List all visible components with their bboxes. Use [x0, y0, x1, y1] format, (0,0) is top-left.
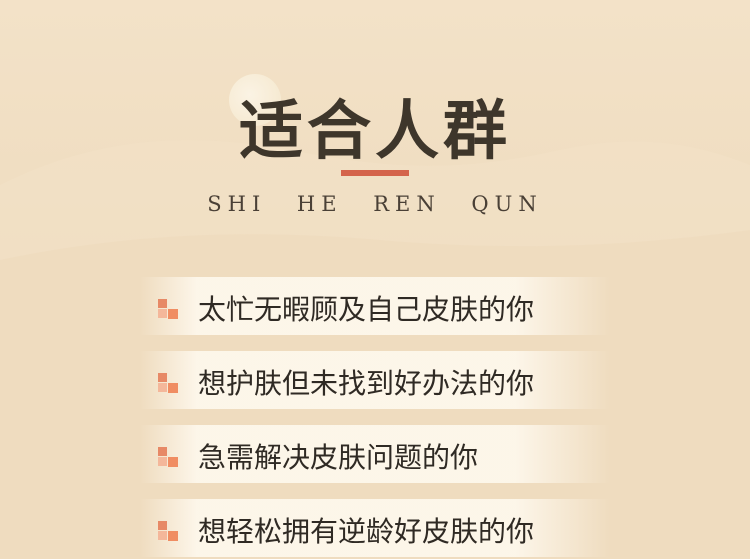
- list-item: 急需解决皮肤问题的你: [140, 425, 610, 483]
- bullet-icon: [158, 299, 178, 319]
- list-item: 想护肤但未找到好办法的你: [140, 351, 610, 409]
- list-item-text: 想轻松拥有逆龄好皮肤的你: [198, 515, 535, 548]
- list-item: 想轻松拥有逆龄好皮肤的你: [140, 499, 610, 557]
- title-underline: [341, 170, 409, 176]
- list-item-text: 急需解决皮肤问题的你: [198, 441, 479, 474]
- bullet-icon: [158, 447, 178, 467]
- sun-decoration: [229, 74, 281, 126]
- bullet-icon: [158, 373, 178, 393]
- title-pinyin: SHI HE REN QUN: [207, 192, 543, 216]
- list-item-text: 想护肤但未找到好办法的你: [198, 367, 535, 400]
- page-title: 适合人群: [239, 94, 511, 169]
- list-item-text: 太忙无暇顾及自己皮肤的你: [198, 293, 535, 326]
- list-item: 太忙无暇顾及自己皮肤的你: [140, 277, 610, 335]
- bullet-icon: [158, 521, 178, 541]
